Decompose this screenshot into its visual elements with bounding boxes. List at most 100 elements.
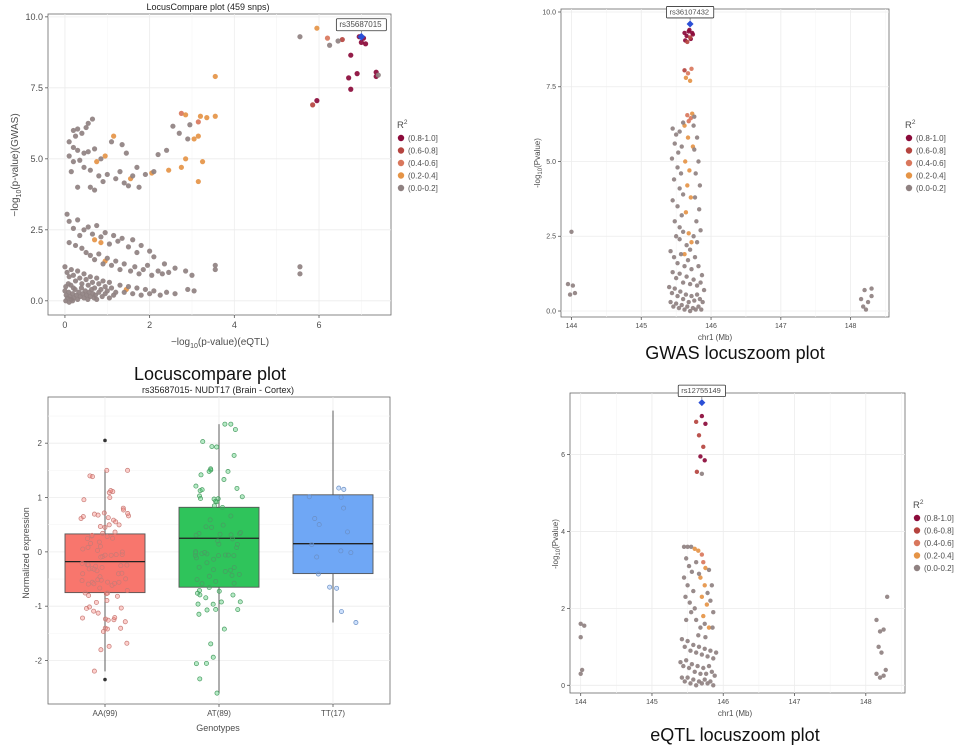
y-tick-label: 4 xyxy=(561,529,565,536)
legend-swatch xyxy=(905,134,913,142)
snp-point xyxy=(104,255,110,261)
snp-point xyxy=(694,292,700,297)
jitter-point xyxy=(345,529,350,535)
snp-point xyxy=(685,39,690,45)
snp-point xyxy=(874,617,879,623)
jitter-point xyxy=(193,532,199,538)
snp-point xyxy=(876,644,881,650)
snp-point xyxy=(686,563,692,569)
jitter-point xyxy=(214,444,220,450)
legend-swatch xyxy=(913,514,921,522)
legend-locuscompare: R2(0.8-1.0](0.6-0.8](0.4-0.6](0.2-0.4](0… xyxy=(397,119,438,193)
snp-point xyxy=(130,173,136,179)
snp-point xyxy=(183,156,189,162)
jitter-point xyxy=(98,647,104,653)
jitter-point xyxy=(124,640,130,646)
snp-point xyxy=(183,268,189,274)
snp-point xyxy=(87,252,93,258)
snp-point xyxy=(679,675,685,680)
y-tick-label: 10.0 xyxy=(542,9,556,16)
jitter-point xyxy=(339,609,344,614)
jitter-point xyxy=(91,581,97,587)
x-tick-label: 2 xyxy=(147,320,152,330)
boxplot-title: rs35687015- NUDT17 (Brain - Cortex) xyxy=(142,385,294,395)
snp-point xyxy=(68,168,74,175)
snp-point xyxy=(677,129,682,134)
snp-point xyxy=(346,75,352,81)
snp-point xyxy=(72,133,79,139)
jitter-point xyxy=(100,530,106,536)
snp-point xyxy=(681,663,686,669)
jitter-point xyxy=(209,444,215,450)
snp-point xyxy=(686,299,691,305)
snp-point xyxy=(693,419,699,425)
snp-point xyxy=(87,274,93,280)
snp-point xyxy=(689,66,694,72)
snp-point xyxy=(691,234,696,239)
jitter-point xyxy=(230,536,235,542)
snp-point xyxy=(178,110,184,116)
snp-point xyxy=(709,583,715,588)
jitter-point xyxy=(95,512,101,518)
snp-point xyxy=(678,660,683,665)
legend-title: R2 xyxy=(913,499,924,511)
snp-point xyxy=(310,102,316,108)
snp-point xyxy=(140,266,146,273)
xlabel-sub: 10 xyxy=(190,343,198,350)
jitter-point xyxy=(85,544,91,550)
snp-point xyxy=(354,71,360,77)
snp-point xyxy=(348,86,354,92)
snp-point xyxy=(358,39,364,45)
snp-point xyxy=(70,159,77,165)
snp-point xyxy=(677,271,682,276)
snp-point xyxy=(681,575,687,580)
legend-swatch xyxy=(905,147,913,154)
jitter-point xyxy=(107,495,113,501)
snp-point xyxy=(212,266,218,273)
jitter-point xyxy=(97,543,103,549)
jitter-point xyxy=(125,511,131,516)
snp-point xyxy=(185,136,191,142)
jitter-point xyxy=(193,550,199,556)
snp-point xyxy=(79,281,85,287)
boxplot-xlabel: Genotypes xyxy=(196,723,240,733)
jitter-point xyxy=(206,468,212,474)
snp-point xyxy=(314,98,320,104)
snp-point xyxy=(863,307,869,312)
jitter-point xyxy=(112,580,117,586)
jitter-point xyxy=(338,548,344,554)
snp-point xyxy=(881,673,886,678)
snp-point xyxy=(68,266,74,273)
snp-point xyxy=(96,251,102,257)
snp-point xyxy=(869,286,874,291)
snp-point xyxy=(680,229,686,234)
jitter-point xyxy=(105,579,111,585)
gwas-panel: 144 145 146 147 148 0.0 2.5 5.0 7.5 10.0 rs361074… xyxy=(533,6,890,363)
snp-point xyxy=(670,126,675,131)
snp-point xyxy=(713,650,719,655)
jitter-point xyxy=(79,578,85,584)
snp-point xyxy=(87,167,93,173)
jitter-point xyxy=(197,592,203,598)
snp-point xyxy=(81,271,87,277)
locuscompare-ylabel: −log10(p-value)(GWAS) xyxy=(10,113,23,216)
snp-point xyxy=(297,34,303,40)
snp-point xyxy=(673,275,679,281)
y-tick-label: 0.0 xyxy=(30,296,43,306)
snp-point xyxy=(578,621,583,626)
lead-snp-point xyxy=(357,32,366,41)
snp-point xyxy=(324,35,331,41)
snp-point xyxy=(699,272,705,278)
legend-swatch xyxy=(397,147,405,154)
snp-point xyxy=(136,184,142,190)
eqtl-lead-snp: rs12755149 xyxy=(677,384,726,400)
snp-point xyxy=(102,153,108,159)
snp-point xyxy=(706,567,712,573)
snp-point xyxy=(691,677,696,682)
y-tick-label: 5.0 xyxy=(546,159,556,166)
snp-point xyxy=(134,164,140,170)
snp-point xyxy=(683,594,688,600)
snp-point xyxy=(176,130,182,136)
y-tick-label: 10.0 xyxy=(25,12,43,22)
gwas-points xyxy=(565,20,874,314)
